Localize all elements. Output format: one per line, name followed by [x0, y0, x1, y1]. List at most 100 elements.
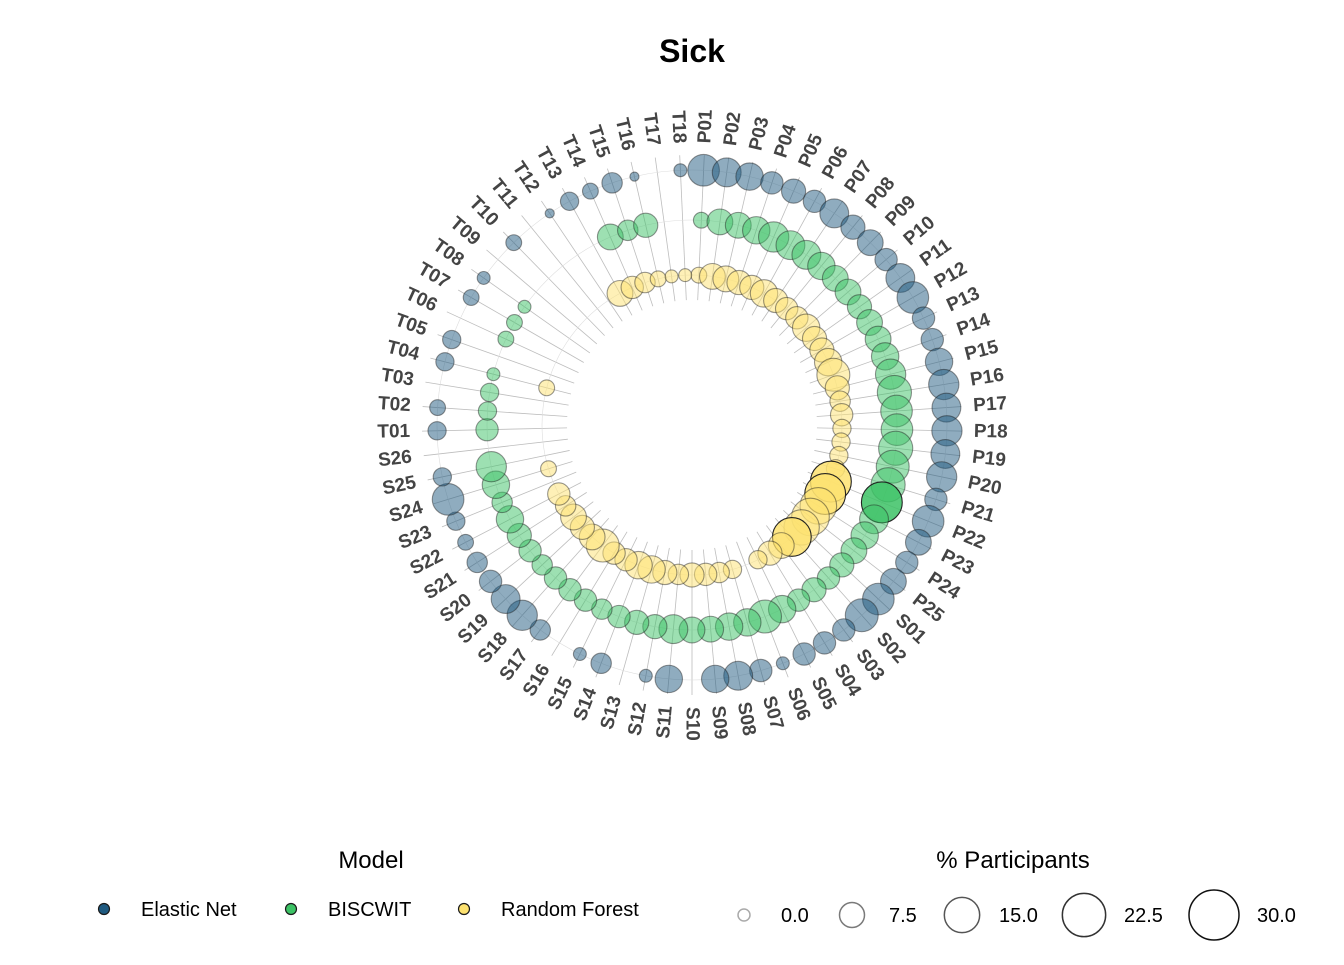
category-label: T02: [377, 393, 411, 416]
legend-key: [97, 902, 111, 916]
legend-size-key: [838, 901, 866, 929]
category-label: S07: [758, 694, 787, 732]
legend-size-label: 15.0: [999, 905, 1038, 927]
legend-key: [457, 902, 471, 916]
bubble-point: [517, 299, 532, 314]
bubble-point: [477, 401, 498, 421]
grid-spoke: [521, 215, 614, 329]
category-label: S10: [682, 707, 703, 741]
series-biscwit: [475, 208, 914, 645]
legend-size-label: 22.5: [1124, 905, 1163, 927]
legend-key: [284, 902, 298, 916]
category-label: T01: [377, 421, 411, 443]
bubble-point: [844, 598, 879, 633]
grid-spoke: [471, 268, 591, 354]
bubble-point: [497, 330, 515, 348]
bubble-point: [633, 212, 659, 238]
bubble-point: [432, 467, 453, 487]
category-label: P02: [720, 111, 745, 147]
bubble-point: [629, 171, 640, 182]
bubble-point: [544, 208, 555, 219]
bubble-point: [457, 533, 475, 551]
legend-size-key: [1061, 892, 1107, 938]
bubble-point: [911, 306, 936, 330]
chart-title: Sick: [659, 33, 725, 69]
bubble-point: [543, 566, 568, 590]
bubble-point: [895, 550, 919, 575]
legend-size-key: [737, 908, 751, 922]
legend-size-label: 7.5: [889, 905, 917, 927]
bubble-point: [654, 664, 684, 694]
bubble-point: [462, 289, 480, 306]
bubble-point: [540, 460, 557, 478]
bubble-point: [590, 652, 612, 675]
category-label: P20: [966, 472, 1003, 499]
bubble-point: [649, 270, 667, 288]
series-elastic-net: [427, 153, 963, 694]
bubble-point: [490, 584, 521, 615]
category-label: T04: [384, 337, 421, 366]
legend-size-title: % Participants: [936, 847, 1089, 874]
bubble-point: [476, 270, 491, 285]
bubble-point: [874, 247, 898, 272]
bubble-point: [812, 631, 837, 655]
bubble-point: [792, 642, 816, 666]
bubble-point: [832, 618, 856, 642]
bubble-point: [478, 569, 503, 594]
bubble-point: [538, 379, 556, 397]
category-label: P21: [959, 497, 998, 527]
category-label: S24: [387, 497, 426, 527]
category-label: T15: [583, 123, 613, 161]
grid-spoke: [502, 231, 605, 336]
bubble-point: [896, 281, 930, 314]
bubble-point: [531, 554, 553, 576]
bubble-point: [748, 550, 768, 570]
bubble-point: [486, 367, 501, 382]
category-label: S08: [733, 700, 760, 737]
bubble-point: [819, 198, 850, 229]
category-label: T17: [639, 112, 664, 147]
grid-spoke: [423, 438, 568, 457]
bubble-point: [760, 171, 784, 195]
bubble-point: [780, 178, 807, 204]
bubble-point: [856, 229, 884, 257]
bubble-point: [547, 482, 571, 506]
bubble-point: [638, 668, 653, 683]
bubble-point: [435, 352, 455, 372]
legend-color-title: Model: [338, 847, 403, 874]
legend-size-label: 30.0: [1257, 905, 1296, 927]
legend-label: Elastic Net: [141, 899, 237, 921]
bubble-point: [466, 551, 488, 574]
bubble-point: [559, 191, 580, 212]
bubble-point: [505, 234, 523, 252]
legend-label: Random Forest: [501, 899, 639, 921]
bubble-point: [735, 162, 764, 191]
bubble-point: [427, 421, 447, 441]
category-label: P19: [971, 447, 1007, 472]
category-label: P16: [969, 365, 1006, 391]
legend-size-key: [1188, 889, 1240, 941]
category-label: S26: [377, 447, 413, 472]
bubble-point: [673, 163, 688, 178]
category-label: S13: [597, 694, 626, 732]
bubble-point: [479, 382, 500, 403]
bubble-point: [529, 619, 551, 641]
bubble-point: [572, 647, 587, 662]
category-label: P03: [745, 115, 773, 153]
series-random-forest: [538, 262, 854, 588]
category-label: P04: [770, 121, 801, 160]
bubble-point: [429, 399, 447, 417]
category-label: S25: [381, 472, 419, 500]
category-label: S06: [783, 685, 815, 724]
bubble-point: [475, 417, 499, 442]
category-label: P14: [954, 309, 993, 340]
bubble-point: [581, 182, 599, 200]
bubble-point: [904, 528, 932, 556]
category-label: P15: [963, 336, 1001, 365]
category-labels: P01 P02 P03P04P05P06P07P08P09P10P11P12P13P…: [377, 109, 1008, 741]
category-label: T16: [611, 116, 639, 153]
bubble-layer: [427, 153, 963, 694]
bubble-point: [920, 327, 945, 352]
bubble-point: [506, 314, 523, 331]
